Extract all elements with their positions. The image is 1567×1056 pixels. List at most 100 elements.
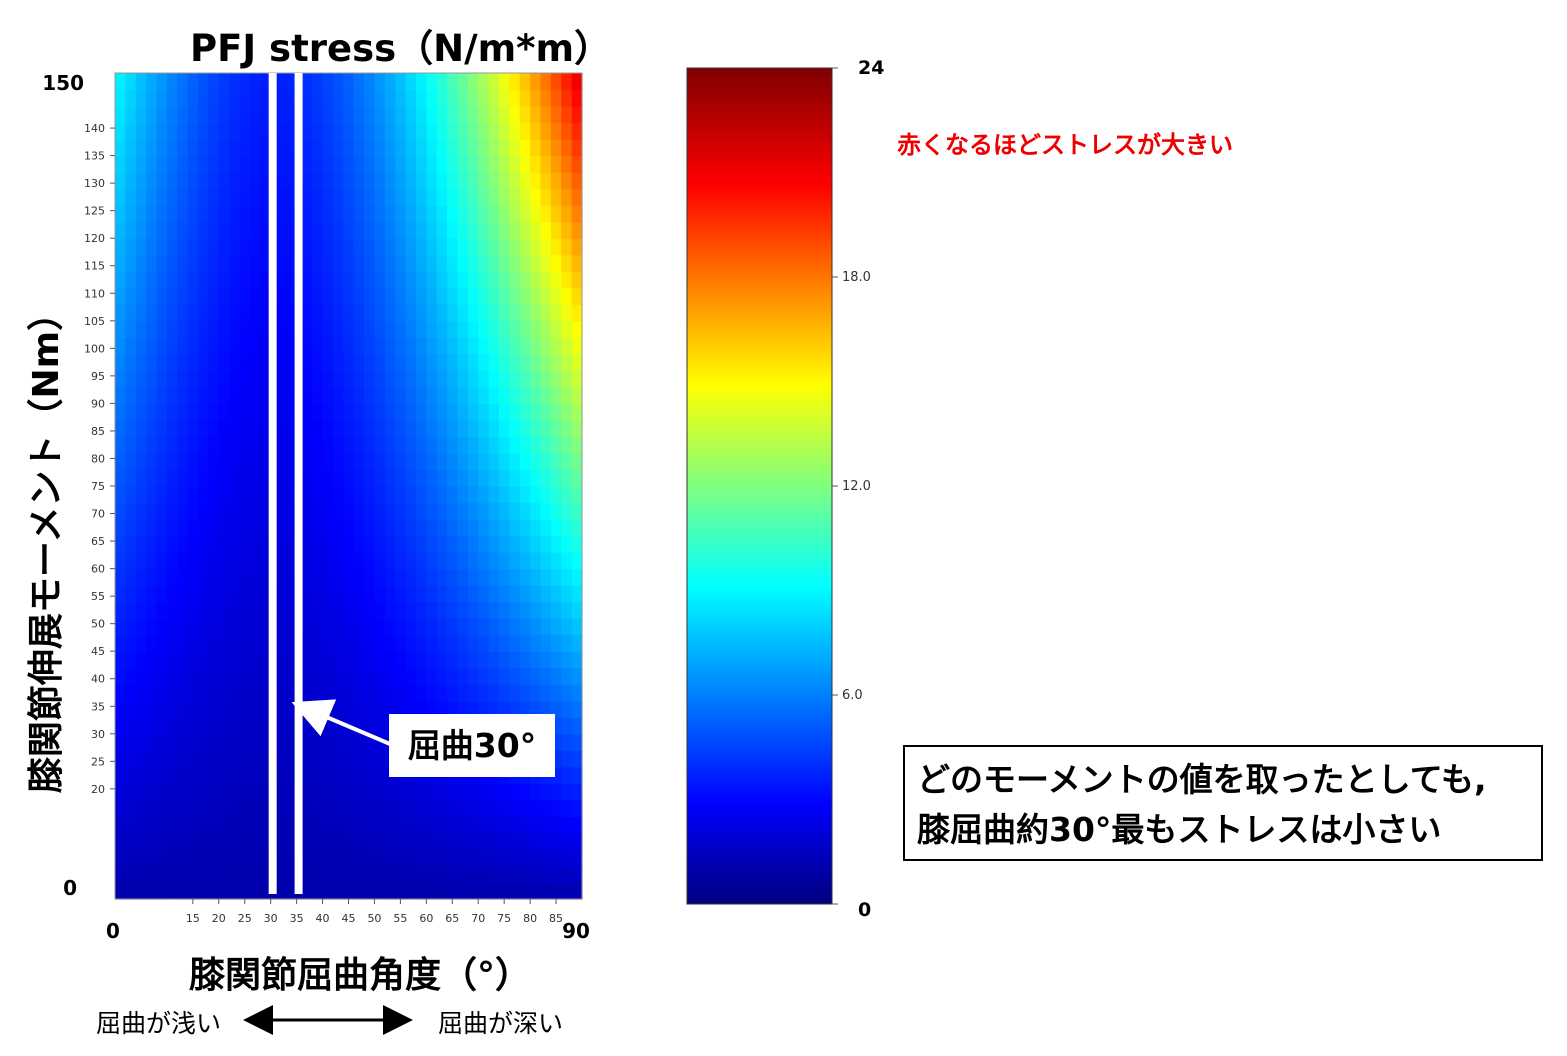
heatmap-cell	[312, 733, 324, 751]
heatmap-cell	[249, 865, 261, 884]
heatmap-cell	[260, 651, 272, 669]
heatmap-cell	[405, 634, 417, 652]
heatmap-cell	[405, 370, 417, 388]
heatmap-cell	[332, 634, 344, 652]
heatmap-cell	[467, 238, 479, 256]
heatmap-cell	[322, 766, 334, 784]
heatmap-cell	[405, 238, 417, 256]
heatmap-cell	[343, 139, 355, 157]
heatmap-cell	[509, 667, 521, 685]
heatmap-cell	[187, 254, 199, 272]
heatmap-cell	[384, 618, 396, 636]
heatmap-cell	[343, 783, 355, 801]
heatmap-cell	[260, 684, 272, 702]
heatmap-cell	[467, 73, 479, 91]
heatmap-cell	[509, 73, 521, 91]
heatmap-cell	[540, 254, 552, 272]
heatmap-cell	[405, 519, 417, 537]
heatmap-cell	[374, 865, 386, 884]
heatmap-cell	[571, 353, 583, 371]
heatmap-cell	[125, 832, 137, 851]
heatmap-cell	[384, 122, 396, 140]
heatmap-cell	[395, 403, 407, 421]
heatmap-cell	[135, 155, 147, 173]
heatmap-cell	[343, 370, 355, 388]
heatmap-cell	[561, 221, 573, 239]
heatmap-cell	[540, 386, 552, 404]
heatmap-cell	[478, 568, 490, 586]
heatmap-cell	[374, 205, 386, 223]
heatmap-cell	[281, 271, 293, 289]
heatmap-cell	[198, 106, 209, 124]
heatmap-cell	[135, 370, 147, 388]
heatmap-cell	[218, 750, 230, 768]
heatmap-cell	[146, 155, 158, 173]
heatmap-cell	[550, 882, 562, 900]
heatmap-cell	[519, 585, 531, 603]
heatmap-cell	[509, 585, 521, 603]
heatmap-cell	[146, 139, 158, 157]
heatmap-cell	[135, 419, 147, 438]
heatmap-cell	[125, 403, 137, 421]
heatmap-cell	[384, 89, 396, 107]
heatmap-cell	[239, 519, 251, 537]
heatmap-cell	[343, 287, 355, 305]
heatmap-cell	[135, 337, 147, 355]
heatmap-cell	[530, 353, 542, 371]
heatmap-cell	[415, 700, 427, 718]
heatmap-cell	[312, 882, 324, 900]
heatmap-cell	[115, 585, 126, 603]
heatmap-cell	[395, 221, 407, 239]
heatmap-cell	[322, 403, 334, 421]
heatmap-cell	[229, 287, 241, 305]
heatmap-cell	[239, 865, 251, 884]
heatmap-cell	[208, 849, 220, 867]
heatmap-cell	[540, 452, 552, 471]
heatmap-cell	[125, 205, 137, 223]
heatmap-cell	[457, 816, 469, 834]
heatmap-cell	[281, 799, 293, 817]
heatmap-cell	[540, 403, 552, 421]
heatmap-cell	[249, 618, 261, 636]
heatmap-cell	[343, 750, 355, 768]
y-tick-label: 40	[91, 673, 105, 686]
heatmap-cell	[530, 89, 542, 107]
heatmap-cell	[260, 221, 272, 239]
heatmap-cell	[405, 254, 417, 272]
heatmap-cell	[415, 849, 427, 867]
heatmap-cell	[312, 106, 324, 124]
heatmap-cell	[530, 337, 542, 355]
heatmap-cell	[125, 188, 137, 206]
heatmap-cell	[135, 403, 147, 421]
heatmap-cell	[447, 139, 459, 157]
heatmap-cell	[478, 221, 490, 239]
heatmap-cell	[467, 172, 479, 190]
heatmap-cell	[187, 337, 199, 355]
heatmap-cell	[550, 601, 562, 619]
heatmap-cell	[415, 469, 427, 487]
y-tick-label: 110	[84, 287, 105, 300]
heatmap-cell	[415, 287, 427, 305]
heatmap-cell	[115, 651, 126, 669]
heatmap-cell	[260, 882, 272, 900]
heatmap-cell	[218, 337, 230, 355]
heatmap-cell	[364, 139, 376, 157]
heatmap-cell	[177, 601, 189, 619]
heatmap-cell	[249, 667, 261, 685]
heatmap-cell	[249, 601, 261, 619]
heatmap-cell	[550, 552, 562, 570]
heatmap-cell	[249, 832, 261, 851]
heatmap-cell	[281, 106, 293, 124]
heatmap-cell	[166, 403, 178, 421]
heatmap-cell	[519, 816, 531, 834]
heatmap-cell	[312, 783, 324, 801]
heatmap-cell	[415, 486, 427, 504]
heatmap-cell	[467, 502, 479, 520]
heatmap-cell	[550, 436, 562, 454]
y-axis-label: 膝関節伸展モーメント（Nm）	[26, 294, 67, 794]
heatmap-cell	[312, 651, 324, 669]
heatmap-cell	[260, 122, 272, 140]
heatmap-cell	[301, 287, 313, 305]
heatmap-cell	[281, 519, 293, 537]
heatmap-cell	[125, 337, 137, 355]
